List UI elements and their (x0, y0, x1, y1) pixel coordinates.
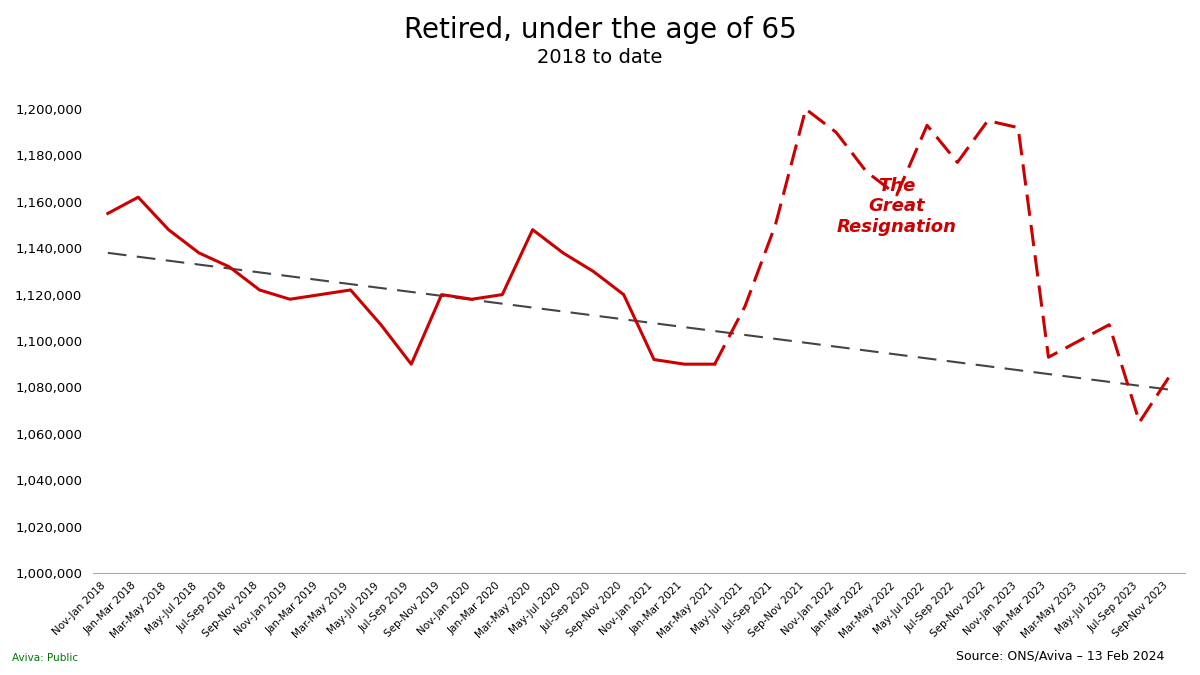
Text: Source: ONS/Aviva – 13 Feb 2024: Source: ONS/Aviva – 13 Feb 2024 (955, 650, 1164, 663)
Text: 2018 to date: 2018 to date (538, 48, 662, 67)
Text: Retired, under the age of 65: Retired, under the age of 65 (403, 16, 797, 45)
Text: Aviva: Public: Aviva: Public (12, 653, 78, 663)
Text: The
Great
Resignation: The Great Resignation (836, 177, 956, 236)
